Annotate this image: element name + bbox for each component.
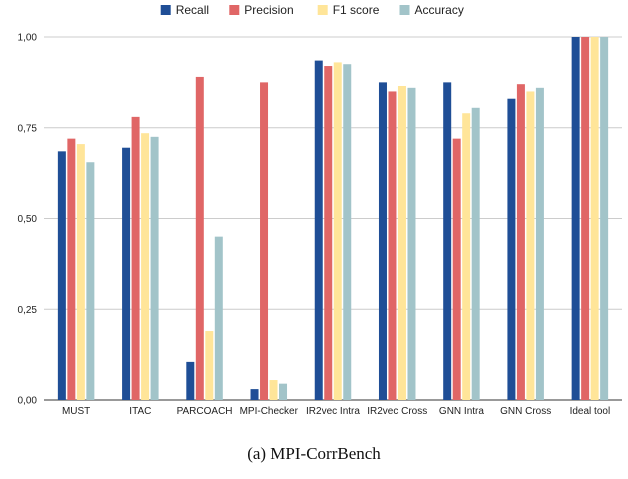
bar-precision [581, 37, 590, 400]
y-tick-label: 0,25 [18, 305, 38, 316]
bar-f1-score [205, 331, 214, 400]
y-axis-ticks: 0,00 0,25 0,50 0,75 1,00 [18, 33, 38, 407]
bar-f1-score [269, 380, 278, 400]
bar-accuracy [600, 37, 609, 400]
gridlines [44, 36, 622, 401]
bar-f1-score [462, 113, 471, 400]
legend-swatch [229, 5, 240, 15]
bar-accuracy [86, 162, 95, 400]
bar-f1-score [141, 133, 150, 400]
bar-recall [122, 147, 131, 400]
bar-chart: 0,00 0,25 0,50 0,75 1,00 MUST ITAC PARCOACH MPI… [18, 3, 622, 417]
legend-label: Precision [244, 3, 293, 17]
legend-label: F1 score [333, 3, 380, 17]
legend: Recall Precision F1 score Accuracy [160, 3, 464, 17]
x-tick-label: PARCOACH [177, 406, 233, 417]
bar-accuracy [407, 87, 416, 400]
y-tick-label: 0,75 [18, 123, 38, 134]
x-tick-label: MPI-Checker [240, 406, 299, 417]
bar-recall [443, 82, 452, 400]
x-tick-label: ITAC [129, 406, 151, 417]
legend-swatch [160, 5, 171, 15]
bar-precision [67, 138, 76, 400]
bar-accuracy [150, 136, 159, 400]
bar-accuracy [535, 87, 544, 400]
bar-f1-score [333, 62, 342, 400]
bar-precision [260, 82, 269, 400]
bar-recall [378, 82, 387, 400]
bar-accuracy [471, 107, 480, 400]
bar-precision [452, 138, 461, 400]
x-tick-label: GNN Intra [439, 406, 484, 417]
bar-f1-score [397, 86, 406, 400]
figure-caption: (a) MPI-CorrBench [247, 444, 381, 463]
bar-f1-score [76, 144, 85, 400]
bar-precision [516, 84, 525, 400]
bar-precision [324, 66, 333, 400]
bar-recall [571, 37, 580, 400]
bar-accuracy [214, 236, 223, 400]
x-tick-label: GNN Cross [500, 406, 551, 417]
bars [57, 37, 609, 401]
y-tick-label: 0,00 [18, 396, 38, 407]
legend-swatch [317, 5, 328, 15]
bar-recall [57, 151, 66, 400]
bar-recall [186, 361, 195, 400]
bar-accuracy [279, 383, 288, 400]
legend-label: Recall [176, 3, 209, 17]
bar-precision [131, 116, 140, 401]
y-tick-label: 0,50 [18, 214, 38, 225]
bar-accuracy [343, 64, 352, 400]
bar-recall [250, 389, 259, 400]
bar-precision [195, 76, 204, 401]
bar-recall [507, 98, 516, 401]
bar-precision [388, 91, 397, 400]
x-axis-ticks: MUST ITAC PARCOACH MPI-Checker IR2vec Intra I… [62, 406, 610, 417]
x-tick-label: IR2vec Intra [306, 406, 360, 417]
bar-f1-score [590, 37, 599, 400]
legend-label: Accuracy [415, 3, 464, 17]
legend-swatch [399, 5, 410, 15]
bar-recall [314, 60, 323, 400]
x-tick-label: MUST [62, 406, 90, 417]
x-tick-label: IR2vec Cross [367, 406, 427, 417]
bar-f1-score [526, 91, 535, 400]
y-tick-label: 1,00 [18, 33, 38, 44]
x-tick-label: Ideal tool [570, 406, 611, 417]
